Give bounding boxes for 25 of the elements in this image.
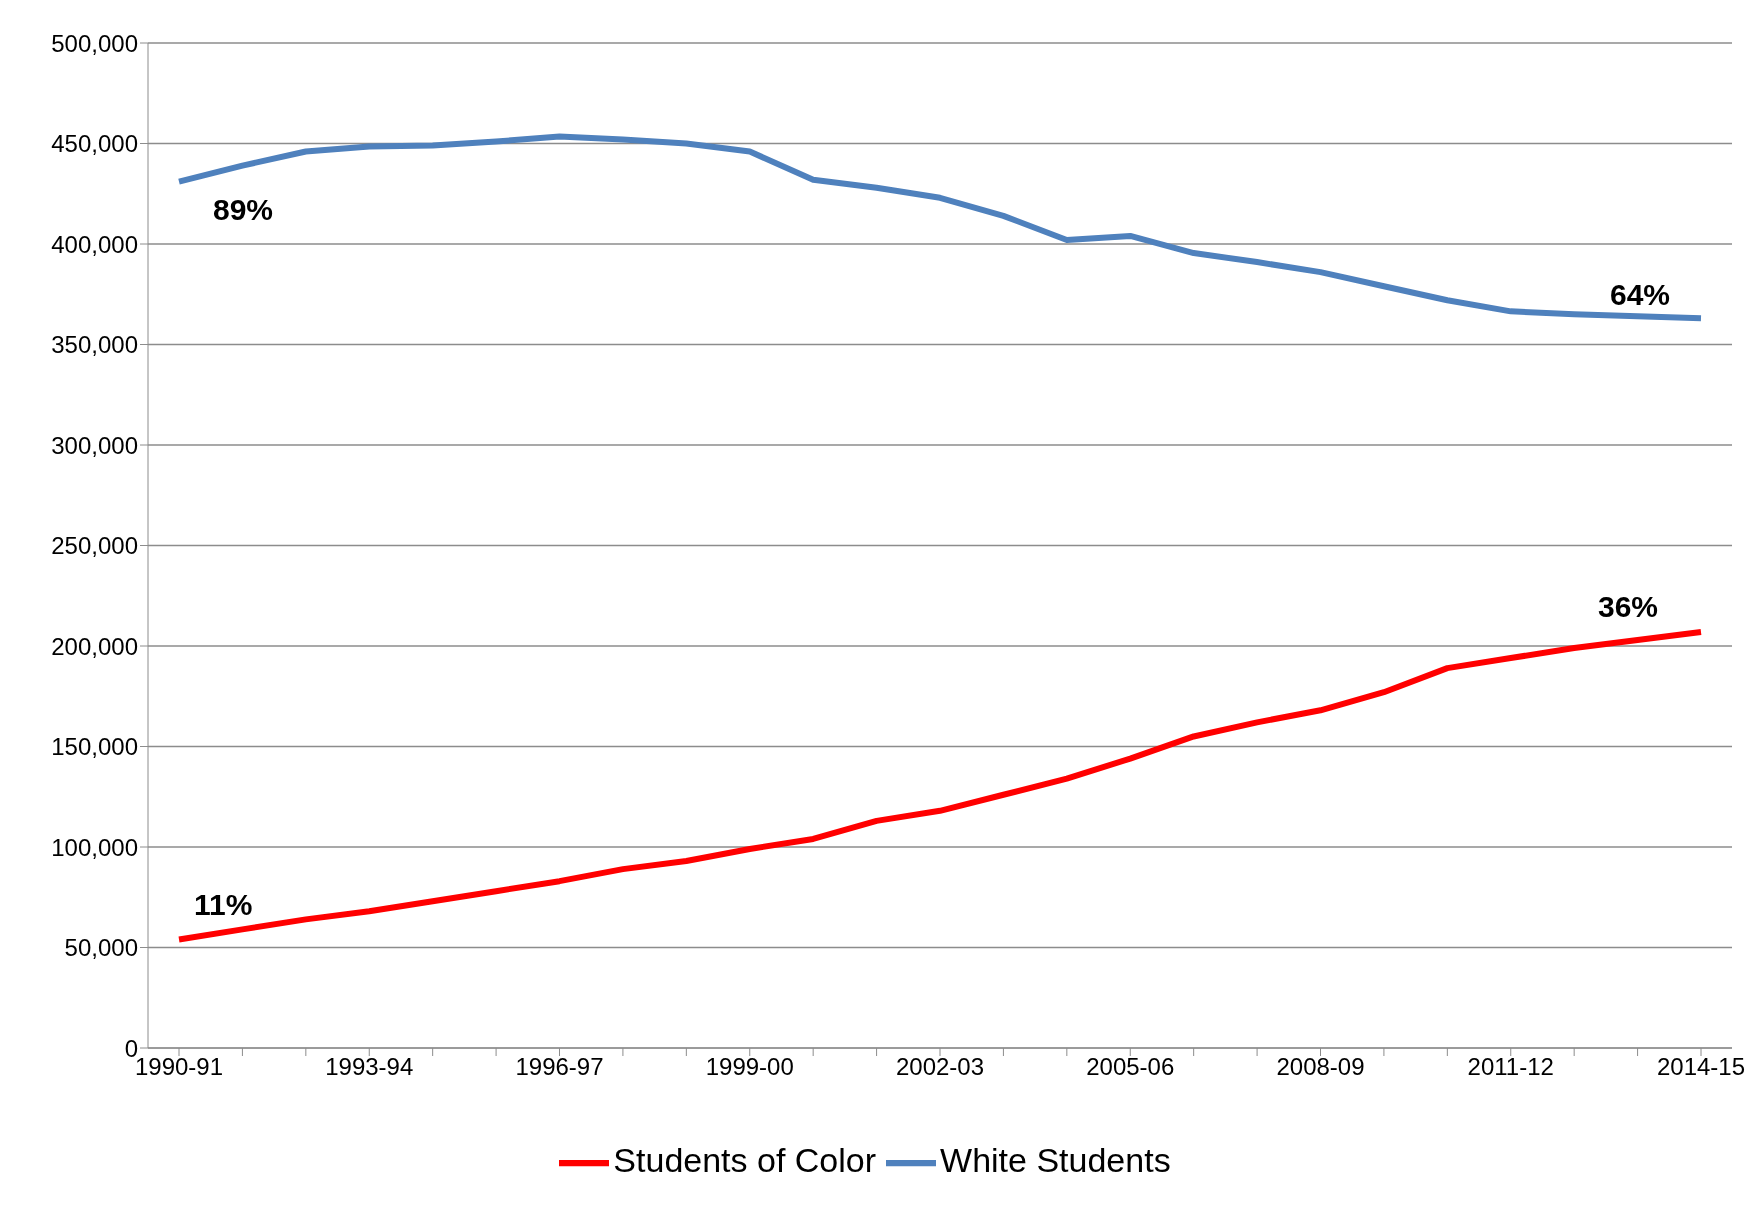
- x-tick-label: 2005-06: [1086, 1053, 1175, 1081]
- annotation: 89%: [213, 193, 274, 227]
- x-tick-label: 1993-94: [325, 1053, 414, 1081]
- y-tick-label: 500,000: [51, 29, 138, 57]
- x-tick-label: 2008-09: [1276, 1053, 1365, 1081]
- legend-label: Students of Color: [613, 1140, 877, 1179]
- annotation: 11%: [194, 888, 253, 922]
- legend-label: White Students: [940, 1140, 1171, 1179]
- x-tick-label: 1996-97: [515, 1053, 604, 1081]
- y-tick-label: 450,000: [51, 130, 138, 158]
- y-tick-label: 150,000: [51, 733, 138, 761]
- y-tick-label: 0: [124, 1034, 138, 1062]
- y-tick-label: 100,000: [51, 833, 138, 861]
- x-tick-label: 2014-15: [1656, 1053, 1746, 1081]
- annotation: 64%: [1610, 278, 1671, 312]
- y-tick-label: 400,000: [51, 230, 138, 258]
- annotation: 36%: [1598, 590, 1659, 624]
- y-tick-label: 200,000: [51, 632, 138, 660]
- y-tick-label: 300,000: [51, 431, 138, 459]
- y-tick-label: 250,000: [51, 532, 138, 560]
- y-tick-label: 50,000: [64, 934, 138, 962]
- x-tick-label: 2011-12: [1467, 1053, 1554, 1081]
- x-tick-label: 2002-03: [895, 1053, 985, 1081]
- y-tick-label: 350,000: [51, 331, 138, 359]
- x-tick-label: 1999-00: [705, 1053, 794, 1081]
